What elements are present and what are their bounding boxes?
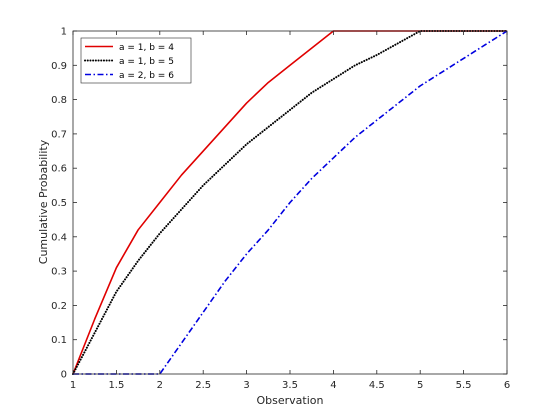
y-tick-label: 0.3 xyxy=(51,267,67,278)
x-tick-label: 3.5 xyxy=(282,380,298,391)
legend: a = 1, b = 4 a = 1, b = 5 a = 2, b = 6 xyxy=(80,37,192,84)
x-tick-label: 1 xyxy=(70,380,76,391)
legend-label-series-1: a = 1, b = 4 xyxy=(119,43,174,53)
x-axis-title: Observation xyxy=(257,394,324,407)
series-line-3 xyxy=(73,30,508,375)
tick-layer: 1 1.5 2 2.5 3 3.5 4 4.5 5 5.5 6 0 0.1 0.2 0.3 0.4 0.5 0.6… xyxy=(51,27,510,392)
x-tick-label: 4 xyxy=(330,380,336,391)
series-line-2 xyxy=(72,30,508,375)
y-tick-label: 0.7 xyxy=(51,129,67,140)
x-tick-label: 2.5 xyxy=(195,380,211,391)
y-tick-label: 0.9 xyxy=(51,61,67,72)
y-tick-label: 0.5 xyxy=(51,198,67,209)
x-tick-label: 3 xyxy=(243,380,249,391)
x-tick-label: 5.5 xyxy=(456,380,472,391)
y-tick-label: 0.2 xyxy=(51,301,67,312)
y-tick-label: 1 xyxy=(61,27,67,38)
y-tick-label: 0.6 xyxy=(51,164,67,175)
y-tick-label: 0.4 xyxy=(51,232,67,243)
y-tick-label: 0.1 xyxy=(51,335,67,346)
x-tick-label: 5 xyxy=(417,380,423,391)
legend-label-series-2: a = 1, b = 5 xyxy=(119,57,174,67)
x-tick-label: 6 xyxy=(504,380,510,391)
y-axis-title: Cumulative Probability xyxy=(37,139,50,264)
x-tick-label: 1.5 xyxy=(108,380,124,391)
x-tick-label: 2 xyxy=(157,380,163,391)
legend-label-series-3: a = 2, b = 6 xyxy=(119,71,174,81)
y-tick-label: 0 xyxy=(61,370,67,381)
y-tick-label: 0.8 xyxy=(51,95,67,106)
x-tick-label: 4.5 xyxy=(369,380,385,391)
